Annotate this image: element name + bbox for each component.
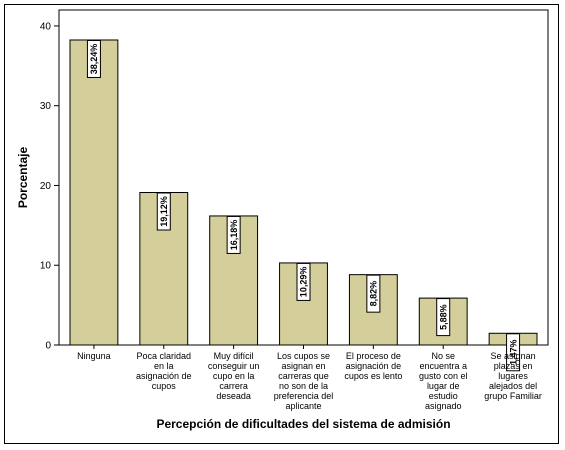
- x-tick-label: asignan en: [281, 361, 325, 371]
- data-label-group: 19,12%: [156, 192, 171, 231]
- x-tick-label: encuentra a: [419, 361, 467, 371]
- data-label-box: [86, 39, 101, 78]
- data-label: 5,88%: [438, 304, 448, 330]
- x-tick-label: cupos es lento: [344, 371, 402, 381]
- x-tick-label: lugares: [498, 371, 528, 381]
- data-label-group: 5,88%: [436, 298, 451, 337]
- y-tick-label: 10: [40, 261, 52, 272]
- x-tick-label: El proceso de: [346, 351, 401, 361]
- data-label: 16,18%: [229, 220, 239, 251]
- x-tick-label: alejados del: [489, 381, 537, 391]
- x-tick-label: asignación de: [346, 361, 402, 371]
- x-tick-label: asignación de: [136, 371, 192, 381]
- data-label-group: 10,29%: [296, 262, 311, 301]
- data-label-box: [436, 298, 451, 337]
- x-tick-label: no son de la: [279, 381, 328, 391]
- x-tick-label: grupo Familiar: [484, 391, 542, 401]
- data-label: 8,82%: [369, 281, 379, 307]
- plot-area: 0 10 20 30 40 38,24% Ninguna 19,12% Poca clarida…: [40, 9, 549, 411]
- x-tick-label: asignado: [425, 401, 462, 411]
- x-tick-label: Muy difícil: [214, 351, 254, 361]
- x-axis-title: Percepción de dificultades del sistema d…: [156, 417, 450, 431]
- data-label-box: [156, 192, 171, 231]
- x-tick-label: gusto con el: [419, 371, 468, 381]
- y-tick-label: 40: [40, 21, 52, 32]
- x-tick-label: cupo en la: [213, 371, 255, 381]
- data-label-box: [226, 215, 241, 254]
- x-tick-label: Poca claridad: [137, 351, 192, 361]
- data-label-group: 38,24%: [86, 39, 101, 78]
- data-label-group: 16,18%: [226, 215, 241, 254]
- y-axis-title: Porcentaje: [16, 146, 30, 208]
- x-tick-label: carreras que: [278, 371, 329, 381]
- x-tick-label: Ninguna: [77, 351, 111, 361]
- x-tick-label: cupos: [152, 381, 177, 391]
- x-tick-label: conseguir un: [208, 361, 260, 371]
- y-tick-label: 20: [40, 181, 52, 192]
- data-label: 38,24%: [89, 44, 99, 75]
- bar: [69, 39, 119, 346]
- data-label: 19,12%: [159, 196, 169, 227]
- data-label-group: 8,82%: [366, 274, 381, 313]
- x-tick-label: No se: [431, 351, 455, 361]
- data-label: 1,47%: [508, 340, 518, 366]
- x-tick-label: lugar de: [427, 381, 460, 391]
- data-label: 10,29%: [299, 267, 309, 298]
- data-label-box: [366, 274, 381, 313]
- x-tick-label: Los cupos se: [277, 351, 330, 361]
- x-tick-label: carrera: [219, 381, 248, 391]
- x-tick-label: deseada: [216, 391, 251, 401]
- x-tick-label: en la: [154, 361, 174, 371]
- data-label-box: [506, 333, 521, 372]
- x-tick-label: preferencia del: [274, 391, 334, 401]
- y-tick-label: 0: [45, 341, 51, 352]
- data-label-group: 1,47%: [506, 333, 521, 372]
- x-tick-label: Se asignan: [491, 351, 536, 361]
- x-tick-label: aplicante: [285, 401, 321, 411]
- y-tick-label: 30: [40, 101, 52, 112]
- x-tick-label: estudio: [429, 391, 458, 401]
- x-tick-label: plazas en: [494, 361, 533, 371]
- data-label-box: [296, 262, 311, 301]
